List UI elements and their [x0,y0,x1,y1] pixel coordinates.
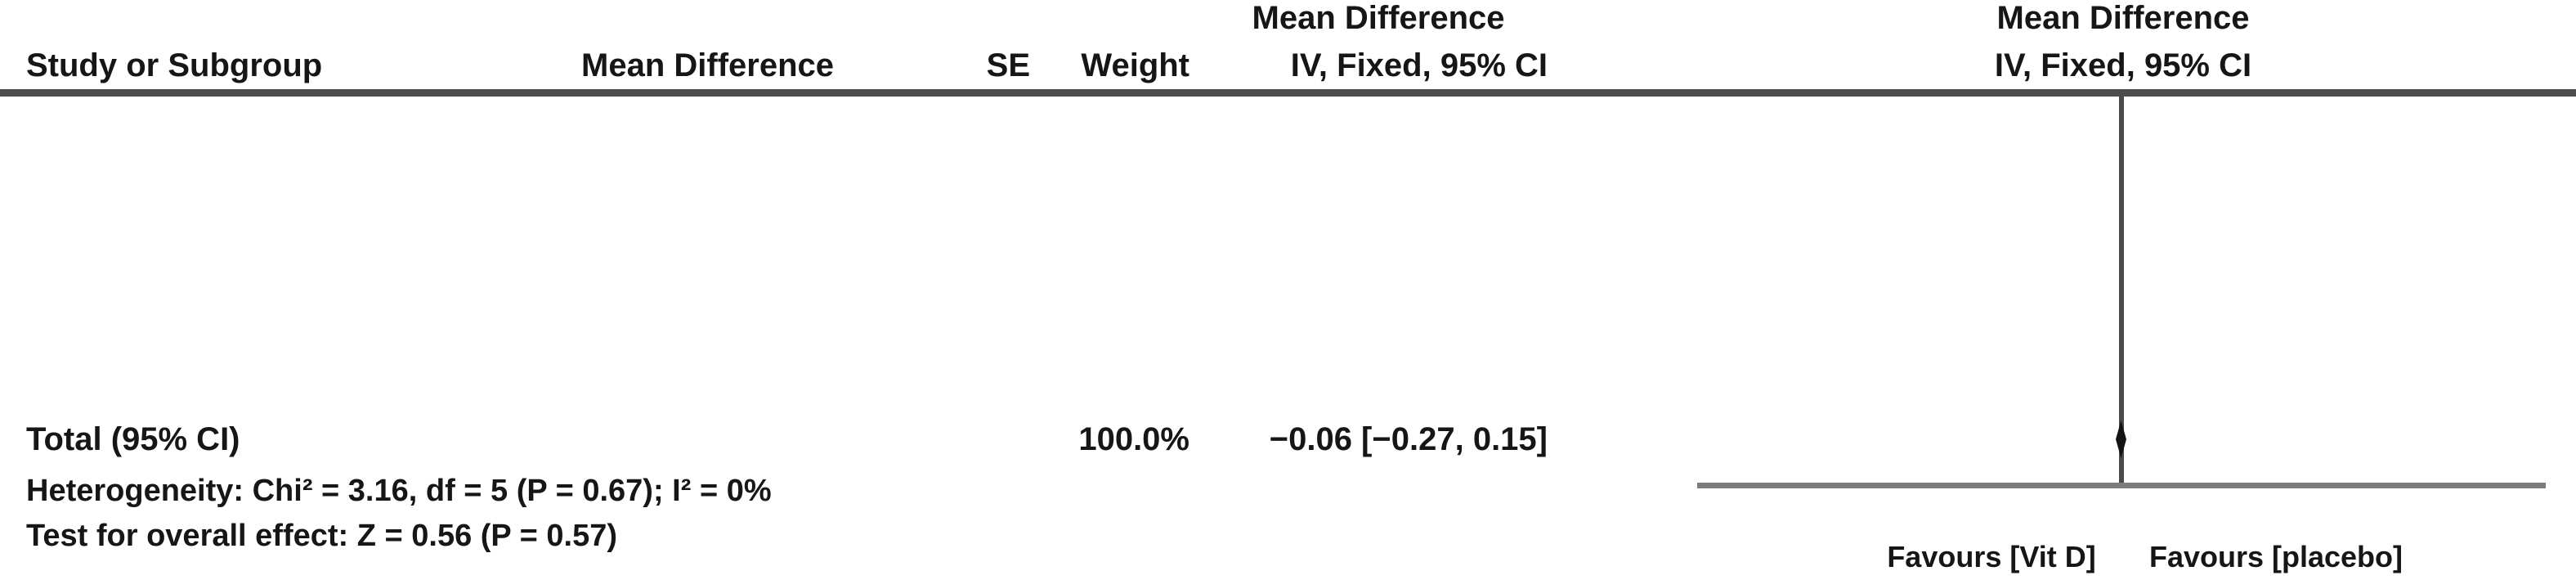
column-header-study: Study or Subgroup [26,47,323,83]
column-header-ci-line2: IV, Fixed, 95% CI [1290,47,1548,83]
column-header-mean-difference: Mean Difference [581,47,834,83]
total-row-label: Total (95% CI) [26,421,240,457]
overall-effect-text: Test for overall effect: Z = 0.56 (P = 0… [26,519,618,553]
total-row-weight: 100.0% [1078,421,1189,457]
favours-right-label: Favours [placebo] [2148,540,2404,573]
heterogeneity-text: Heterogeneity: Chi² = 3.16, df = 5 (P = … [26,474,772,508]
favours-left-label: Favours [Vit D] [1887,540,2096,573]
plot-header-line1: Mean Difference [1996,0,2250,36]
header-divider-line [0,89,2576,97]
column-header-ci-line1: Mean Difference [1252,0,1505,36]
total-diamond [2116,420,2126,458]
zero-reference-line [2119,97,2124,486]
column-header-se: SE [986,47,1030,83]
plot-header-line2: IV, Fixed, 95% CI [1994,47,2252,83]
column-header-weight: Weight [1081,47,1189,83]
x-axis-line [1697,483,2546,488]
total-row-ci: −0.06 [−0.27, 0.15] [1269,421,1548,457]
